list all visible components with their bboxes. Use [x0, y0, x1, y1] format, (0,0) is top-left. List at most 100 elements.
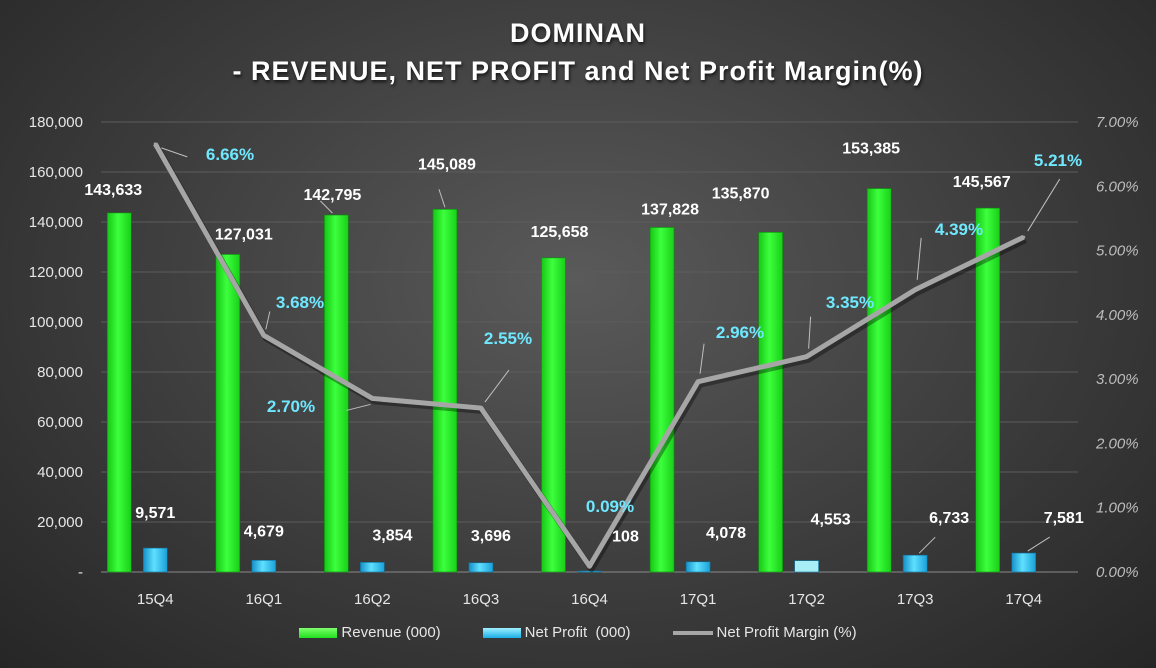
- y-right-tick-label: 6.00%: [1096, 178, 1139, 195]
- leader-line: [808, 316, 812, 349]
- leader-line: [438, 189, 446, 208]
- revenue-data-label: 125,658: [531, 224, 589, 241]
- net-profit-data-label: 6,733: [929, 510, 969, 527]
- margin-data-label: 0.09%: [586, 497, 634, 516]
- margin-point[interactable]: [370, 396, 374, 400]
- x-tick-label: 16Q3: [463, 591, 500, 608]
- y-left-tick-label: 140,000: [29, 214, 83, 231]
- margin-point[interactable]: [1022, 235, 1026, 239]
- leader-line: [916, 237, 922, 280]
- net-profit-data-label: 4,679: [244, 523, 284, 540]
- revenue-data-label: 145,567: [953, 174, 1011, 191]
- legend-label-revenue: Revenue (000): [341, 624, 441, 641]
- data-labels: 143,633 127,031 142,795 145,089 125,658 137,8…: [84, 141, 1083, 546]
- legend-item-margin[interactable]: Net Profit Margin (%): [672, 624, 857, 641]
- revenue-bar[interactable]: [649, 227, 675, 573]
- net-profit-bar[interactable]: [468, 562, 494, 573]
- margin-point[interactable]: [696, 380, 700, 384]
- net-profit-bar[interactable]: [360, 562, 385, 573]
- y-left-tick-label: 180,000: [29, 114, 83, 131]
- revenue-bar[interactable]: [215, 254, 241, 573]
- margin-data-label: 4.39%: [935, 220, 983, 239]
- y-axis-right: 0.00% 1.00% 2.00% 3.00% 4.00% 5.00% 6.00% 7.00%: [1095, 114, 1139, 581]
- y-left-tick-label: 160,000: [29, 164, 83, 181]
- net-profit-bar[interactable]: [794, 560, 819, 573]
- chart-title-line2: - REVENUE, NET PROFIT and Net Profit Mar…: [232, 56, 924, 86]
- leader-line: [1027, 536, 1050, 552]
- leader-line: [161, 147, 188, 158]
- legend-label-margin: Net Profit Margin (%): [716, 624, 857, 641]
- margin-data-label: 5.21%: [1034, 151, 1082, 170]
- margin-point[interactable]: [479, 406, 483, 410]
- revenue-data-label: 142,795: [303, 187, 361, 204]
- y-right-tick-label: 2.00%: [1095, 435, 1139, 452]
- margin-data-label: 2.70%: [267, 397, 315, 416]
- margin-data-label: 3.68%: [276, 293, 324, 312]
- net-profit-data-label: 3,854: [372, 527, 412, 544]
- net-profit-bar[interactable]: [577, 570, 602, 573]
- x-tick-label: 16Q4: [571, 591, 608, 608]
- y-right-tick-label: 1.00%: [1096, 500, 1139, 517]
- revenue-data-label: 137,828: [641, 201, 699, 218]
- legend-label-net-profit: Net Profit (000): [524, 624, 631, 641]
- revenue-bar[interactable]: [432, 208, 458, 573]
- legend-swatch-margin: [672, 630, 713, 635]
- grid-lines: [101, 121, 1078, 573]
- margin-point[interactable]: [805, 355, 809, 359]
- revenue-data-label: 145,089: [418, 156, 476, 173]
- revenue-bar[interactable]: [866, 188, 892, 573]
- net-profit-bar[interactable]: [251, 560, 277, 573]
- revenue-bar[interactable]: [758, 232, 783, 573]
- net-profit-data-label: 3,696: [471, 528, 511, 545]
- net-profit-bar[interactable]: [685, 561, 711, 573]
- x-axis: 15Q4 16Q1 16Q2 16Q3 16Q4 17Q1 17Q2 17Q3 17Q4: [137, 591, 1042, 608]
- revenue-bar[interactable]: [975, 207, 1001, 573]
- label-leader-lines: [161, 147, 1061, 554]
- x-tick-label: 15Q4: [137, 591, 174, 608]
- y-left-tick-label: 40,000: [37, 464, 83, 481]
- net-profit-bar[interactable]: [902, 554, 928, 573]
- y-right-tick-label: 4.00%: [1096, 307, 1139, 324]
- x-tick-label: 16Q1: [245, 591, 282, 608]
- revenue-data-label: 135,870: [712, 185, 770, 202]
- leader-line: [1027, 178, 1061, 232]
- revenue-data-label: 143,633: [84, 182, 142, 199]
- net-profit-data-label: 108: [612, 529, 639, 546]
- x-tick-label: 17Q3: [897, 591, 934, 608]
- revenue-data-label: 127,031: [215, 226, 273, 243]
- margin-point[interactable]: [913, 288, 917, 292]
- revenue-bar[interactable]: [106, 212, 132, 573]
- y-axis-left: - 20,000 40,000 60,000 80,000 100,000 120,000 1…: [29, 114, 83, 581]
- y-left-tick-label: 60,000: [37, 414, 83, 431]
- chart-title: DOMINAN - REVENUE, NET PROFIT and Net Pr…: [0, 14, 1156, 90]
- net-profit-bar[interactable]: [142, 547, 168, 573]
- y-right-tick-label: 3.00%: [1096, 371, 1139, 388]
- y-left-tick-label: 80,000: [37, 364, 83, 381]
- net-profit-data-label: 4,553: [811, 512, 851, 529]
- x-tick-label: 16Q2: [354, 591, 391, 608]
- margin-data-label: 2.96%: [716, 323, 764, 342]
- revenue-bar[interactable]: [541, 257, 566, 573]
- x-tick-label: 17Q4: [1005, 591, 1042, 608]
- legend-swatch-net-profit: [482, 627, 521, 638]
- legend-item-net-profit[interactable]: Net Profit (000): [482, 624, 631, 641]
- margin-point[interactable]: [153, 142, 157, 146]
- revenue-bar[interactable]: [324, 214, 349, 573]
- net-profit-data-label: 9,571: [135, 505, 175, 522]
- chart-title-line1: DOMINAN: [510, 18, 646, 48]
- y-left-tick-label: 100,000: [29, 314, 83, 331]
- y-left-tick-label: -: [78, 564, 83, 581]
- bars: [106, 188, 1037, 573]
- leader-line: [265, 311, 271, 330]
- leader-line: [484, 369, 510, 403]
- y-right-tick-label: 5.00%: [1096, 243, 1139, 260]
- leader-line: [918, 536, 936, 554]
- net-profit-bar[interactable]: [1011, 552, 1037, 573]
- margin-point[interactable]: [588, 564, 591, 568]
- legend-item-revenue[interactable]: Revenue (000): [299, 624, 441, 641]
- margin-point[interactable]: [262, 333, 266, 337]
- legend-swatch-revenue: [299, 627, 338, 638]
- leader-line: [320, 200, 333, 214]
- revenue-data-label: 153,385: [842, 141, 900, 158]
- margin-data-label: 6.66%: [206, 145, 254, 164]
